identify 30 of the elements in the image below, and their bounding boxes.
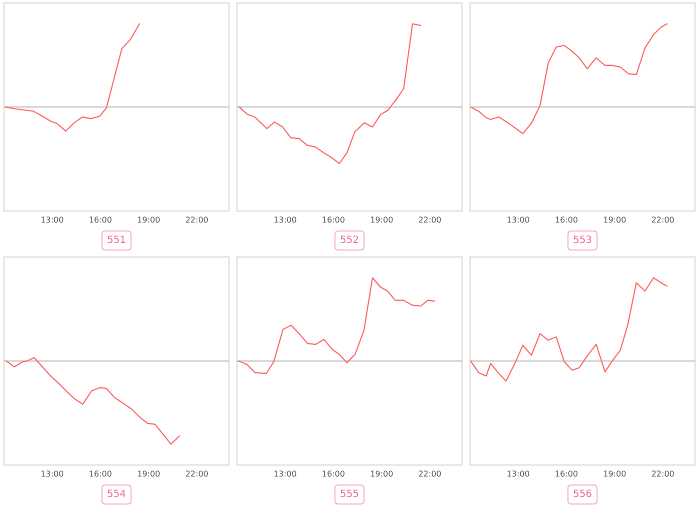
text: 555 xyxy=(340,489,360,500)
x-tick-label: 22:00 xyxy=(651,216,674,225)
text: 551 xyxy=(106,235,126,246)
x-tick-label: 22:00 xyxy=(418,470,442,479)
x-tick-label: 19:00 xyxy=(137,470,160,479)
x-tick-label: 19:00 xyxy=(603,216,626,225)
text: 554 xyxy=(106,489,126,500)
x-tick-label: 19:00 xyxy=(137,216,160,225)
x-tick-label: 13:00 xyxy=(274,470,297,479)
x-tick-label: 13:00 xyxy=(40,470,64,479)
text: 552 xyxy=(340,235,360,246)
x-tick-label: 22:00 xyxy=(185,470,208,479)
x-tick-label: 22:00 xyxy=(185,216,208,225)
x-tick-label: 16:00 xyxy=(88,470,112,479)
x-tick-label: 19:00 xyxy=(370,470,394,479)
x-tick-label: 16:00 xyxy=(322,470,345,479)
x-tick-label: 16:00 xyxy=(322,216,345,225)
x-tick-label: 19:00 xyxy=(603,470,626,479)
x-tick-label: 13:00 xyxy=(506,470,530,479)
x-tick-label: 16:00 xyxy=(554,470,578,479)
x-tick-label: 19:00 xyxy=(370,216,394,225)
x-tick-label: 16:00 xyxy=(554,216,578,225)
x-tick-label: 13:00 xyxy=(506,216,530,225)
x-tick-label: 13:00 xyxy=(40,216,64,225)
x-tick-label: 16:00 xyxy=(88,216,112,225)
x-tick-label: 13:00 xyxy=(274,216,297,225)
text: 553 xyxy=(572,235,592,246)
x-tick-label: 22:00 xyxy=(651,470,674,479)
x-tick-label: 22:00 xyxy=(418,216,442,225)
text: 556 xyxy=(572,489,592,500)
